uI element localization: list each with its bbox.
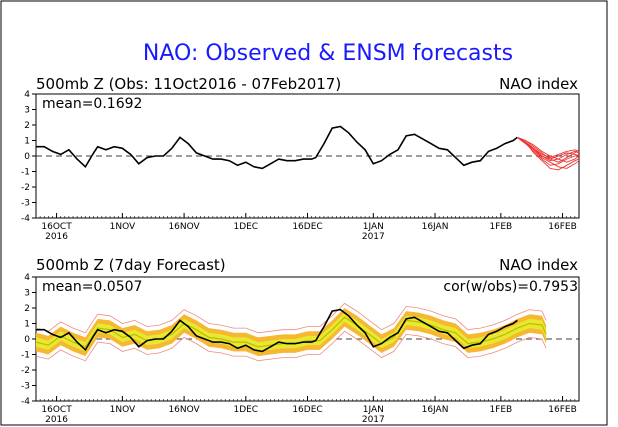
x-tick-label: 16NOV	[168, 405, 200, 415]
x-tick-label: 16DEC	[292, 222, 322, 232]
y-tick-label: -2	[21, 183, 30, 193]
y-tick-label: -1	[21, 351, 30, 361]
ensemble-min-line	[35, 330, 547, 362]
observed-nao-line	[36, 308, 518, 353]
panel-forecast: 500mb Z (7day Forecast) NAO index 4 3 2 1 0 -…	[21, 256, 580, 425]
x-tick-year-label: 2017	[362, 415, 385, 425]
y-tick-label: -4	[21, 214, 30, 224]
x-tick-label: 1JAN	[363, 222, 384, 232]
figure-title: NAO: Observed & ENSM forecasts	[143, 41, 513, 66]
x-tick-label: 16JAN	[422, 405, 449, 415]
y-tick-label: 4	[24, 90, 30, 100]
y-tick-label: 1	[24, 320, 30, 330]
y-tick-label: 3	[24, 289, 30, 299]
y-tick-label: 2	[24, 304, 30, 314]
panel-right-label: NAO index	[499, 256, 578, 274]
x-tick-label: 1FEB	[489, 222, 512, 232]
ensemble-member-line	[517, 137, 580, 160]
y-tick-label: -1	[21, 168, 30, 178]
x-tick-label: 16FEB	[548, 222, 577, 232]
y-tick-label: 2	[24, 121, 30, 131]
x-tick-label: 16OCT	[41, 405, 72, 415]
y-tick-label: -4	[21, 397, 30, 407]
x-tick-label: 16JAN	[422, 222, 449, 232]
y-tick-label: 4	[24, 273, 30, 283]
x-tick-year-label: 2016	[45, 232, 68, 242]
x-tick-label: 16DEC	[292, 405, 322, 415]
panel-subtitle: 500mb Z (Obs: 11Oct2016 - 07Feb2017)	[36, 75, 341, 93]
x-tick-label: 1FEB	[489, 405, 512, 415]
x-tick-year-label: 2016	[45, 415, 68, 425]
y-tick-label: 1	[24, 137, 30, 147]
x-tick-label: 16OCT	[41, 222, 72, 232]
x-tick-year-label: 2017	[362, 232, 385, 242]
panel-observed: 500mb Z (Obs: 11Oct2016 - 07Feb2017) NAO…	[21, 75, 580, 242]
y-tick-label: 0	[24, 335, 30, 345]
ensemble-member-line	[517, 136, 580, 163]
y-tick-label: -3	[21, 382, 30, 392]
ensemble-member-line	[517, 137, 580, 169]
mean-label: mean=0.1692	[42, 96, 142, 112]
x-tick-label: 1JAN	[363, 405, 384, 415]
y-tick-label: -3	[21, 199, 30, 209]
x-tick-label: 16NOV	[168, 222, 200, 232]
ensemble-max-line	[35, 302, 547, 334]
x-tick-label: 1DEC	[233, 222, 258, 232]
correlation-label: cor(w/obs)=0.7953	[443, 279, 578, 295]
x-tick-label: 1DEC	[233, 405, 258, 415]
y-tick-label: 0	[24, 152, 30, 162]
panel-subtitle: 500mb Z (7day Forecast)	[36, 256, 226, 274]
x-tick-label: 16FEB	[548, 405, 577, 415]
x-tick-label: 1NOV	[110, 222, 136, 232]
y-tick-label: -2	[21, 366, 30, 376]
mean-label: mean=0.0507	[42, 279, 142, 295]
panel-right-label: NAO index	[499, 75, 578, 93]
y-tick-label: 3	[24, 106, 30, 116]
x-tick-label: 1NOV	[110, 405, 136, 415]
observed-nao-line	[36, 125, 518, 170]
